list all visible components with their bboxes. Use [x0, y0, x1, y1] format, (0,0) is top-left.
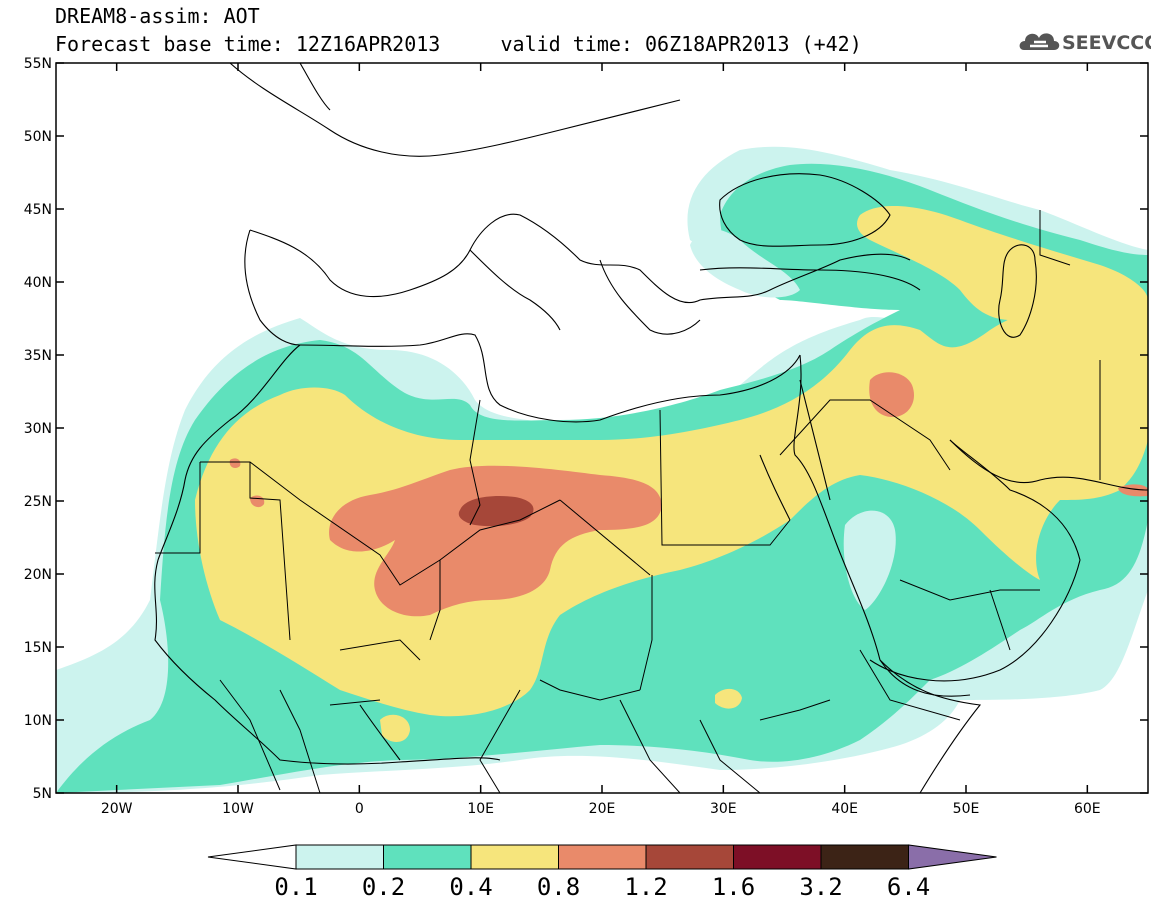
colorbar-label: 0.1 [274, 873, 317, 901]
lat-tick-label: 25N [24, 494, 52, 510]
cloud-icon [1019, 33, 1060, 50]
colorbar-box [383, 844, 472, 870]
lon-tick-label: 10E [467, 801, 494, 817]
lat-tick-label: 30N [24, 421, 52, 437]
lat-tick-label: 15N [24, 640, 52, 656]
aot-contour-1.2 [458, 496, 534, 527]
colorbar-label: 0.4 [449, 873, 492, 901]
colorbar-box [295, 844, 384, 870]
lat-tick-label: 55N [24, 56, 52, 72]
map-subtitle-times: Forecast base time: 12Z16APR2013 valid t… [55, 32, 862, 56]
colorbar-label: 0.8 [537, 873, 580, 901]
colorbar-under-triangle [207, 844, 297, 870]
lat-tick-label: 45N [24, 202, 52, 218]
lat-tick-label: 10N [24, 713, 52, 729]
aot-contour-0.8 [329, 465, 662, 617]
coastlines [154, 63, 1148, 793]
lon-tick-label: 20E [589, 801, 616, 817]
colorbar-label: 0.2 [362, 873, 405, 901]
colorbar-label: 6.4 [887, 873, 930, 901]
lon-tick-label: 60E [1074, 801, 1101, 817]
colorbar-box [820, 844, 909, 870]
lon-labels: 20W 10W 0 10E 20E 30E 40E 50E 60E [101, 801, 1101, 817]
logo-text: SEEVCCC [1062, 32, 1151, 54]
lat-tick-label: 50N [24, 129, 52, 145]
axis-ticks [56, 62, 1148, 794]
seevccc-logo: SEEVCCC [1019, 32, 1151, 54]
colorbar-box [558, 844, 647, 870]
colorbar-label: 1.2 [624, 873, 667, 901]
map-title: DREAM8-assim: AOT [55, 4, 260, 28]
aot-map: 55N 50N 45N 40N 35N 30N 25N 20N 15N 10N 5N 20W 10W 0… [24, 56, 1149, 817]
colorbar-box [470, 844, 559, 870]
colorbar: 0.1 0.2 0.4 0.8 1.2 1.6 3.2 6.4 [207, 844, 997, 901]
lon-tick-label: 30E [710, 801, 737, 817]
lon-tick-label: 10W [222, 801, 254, 817]
colorbar-box [645, 844, 734, 870]
country-borders [155, 210, 1101, 793]
lat-tick-label: 40N [24, 275, 52, 291]
lat-tick-label: 35N [24, 348, 52, 364]
lon-tick-label: 40E [831, 801, 858, 817]
lon-tick-label: 20W [101, 801, 133, 817]
colorbar-over-triangle [908, 844, 997, 870]
lon-tick-label: 0 [355, 801, 364, 817]
lat-labels: 55N 50N 45N 40N 35N 30N 25N 20N 15N 10N 5N [24, 56, 52, 802]
lon-tick-label: 50E [953, 801, 980, 817]
colorbar-label: 1.6 [712, 873, 755, 901]
lat-tick-label: 20N [24, 567, 52, 583]
colorbar-box [733, 844, 822, 870]
lat-tick-label: 5N [33, 786, 52, 802]
colorbar-label: 3.2 [799, 873, 842, 901]
